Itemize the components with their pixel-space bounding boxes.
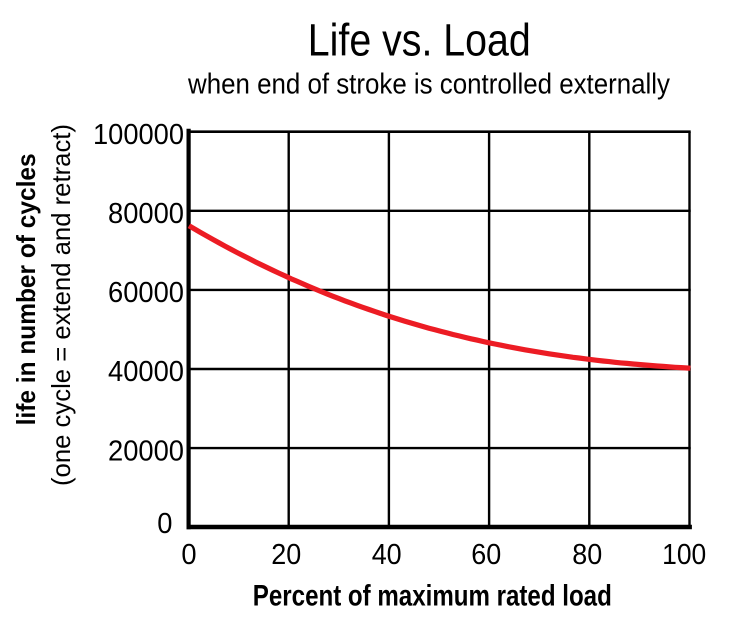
svg-text:20000: 20000 — [108, 435, 184, 467]
svg-text:100: 100 — [662, 539, 706, 571]
svg-text:0: 0 — [157, 508, 172, 540]
svg-text:80000: 80000 — [108, 198, 184, 230]
svg-text:(one cycle = extend and retrac: (one cycle = extend and retract) — [46, 124, 76, 486]
svg-text:40000: 40000 — [108, 356, 184, 388]
svg-text:40: 40 — [372, 539, 402, 571]
svg-text:life in number of cycles: life in number of cycles — [11, 153, 41, 425]
svg-text:when end of stroke is controll: when end of stroke is controlled externa… — [187, 69, 670, 101]
svg-text:Life vs. Load: Life vs. Load — [308, 14, 531, 65]
svg-text:80: 80 — [572, 539, 602, 571]
svg-text:20: 20 — [271, 539, 301, 571]
svg-text:0: 0 — [181, 539, 196, 571]
svg-text:60: 60 — [471, 539, 501, 571]
svg-text:60000: 60000 — [108, 277, 184, 309]
svg-text:100000: 100000 — [93, 119, 184, 151]
svg-text:Percent of maximum rated load: Percent of maximum rated load — [253, 580, 612, 613]
